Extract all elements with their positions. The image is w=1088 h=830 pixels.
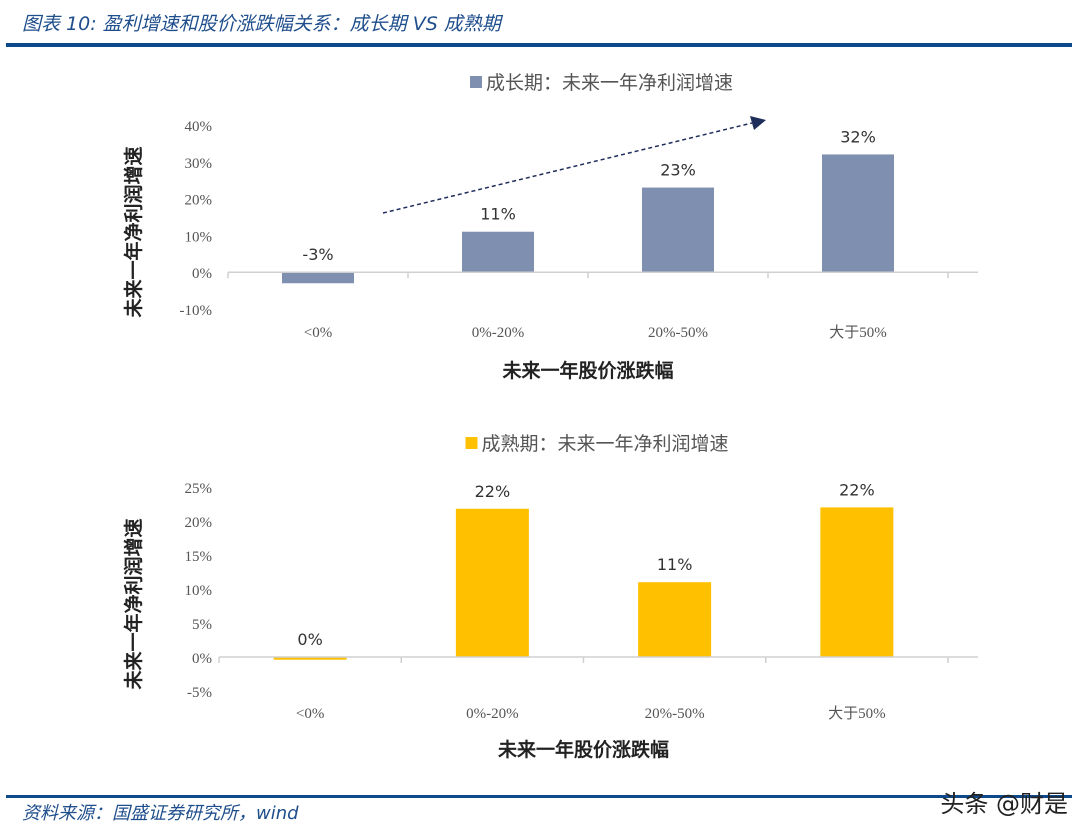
y-axis-title: 未来一年净利润增速 (122, 146, 145, 318)
y-tick-label: 40% (185, 119, 213, 135)
source-note: 资料来源：国盛证券研究所，wind (22, 803, 299, 824)
data-label: 22% (839, 480, 875, 499)
bar (820, 507, 894, 657)
watermark: 头条 @财是 (940, 790, 1068, 818)
x-tick-label: <0% (304, 325, 332, 341)
x-axis-title: 未来一年股价涨跌幅 (501, 359, 673, 382)
bar (642, 187, 714, 273)
bar (455, 508, 529, 657)
x-tick-label: 0%-20% (466, 706, 519, 722)
trend-arrowhead-icon (750, 116, 766, 130)
data-label: 32% (840, 127, 876, 146)
x-tick-label: <0% (296, 706, 324, 722)
y-tick-label: 0% (192, 651, 212, 667)
x-tick-label: 0%-20% (472, 325, 525, 341)
data-label: 11% (657, 555, 693, 574)
y-tick-label: 30% (185, 156, 213, 172)
x-tick-label: 大于50% (829, 324, 887, 341)
y-tick-label: 25% (185, 481, 213, 497)
data-label: -3% (302, 245, 333, 264)
data-label: 0% (297, 630, 322, 649)
footer-rule (6, 795, 1072, 798)
legend-label: 成长期：未来一年净利润增速 (486, 72, 733, 94)
legend-swatch (470, 76, 482, 88)
y-tick-label: 10% (185, 583, 213, 599)
trend-arrow-line (382, 122, 753, 214)
y-tick-label: -5% (187, 685, 212, 701)
y-tick-label: 0% (192, 266, 212, 282)
data-label: 22% (475, 482, 511, 501)
y-tick-label: -10% (180, 303, 213, 319)
y-tick-label: 15% (185, 549, 213, 565)
data-label: 23% (660, 161, 696, 180)
x-axis-title: 未来一年股价涨跌幅 (497, 738, 669, 761)
bar (638, 582, 712, 657)
header-rule (6, 43, 1072, 47)
y-tick-label: 20% (185, 515, 213, 531)
y-axis-title: 未来一年净利润增速 (122, 518, 145, 690)
bar (273, 657, 347, 660)
y-tick-label: 10% (185, 229, 213, 245)
x-tick-label: 大于50% (828, 705, 886, 722)
legend-swatch (465, 437, 478, 449)
x-tick-label: 20%-50% (648, 325, 708, 341)
legend-label: 成熟期：未来一年净利润增速 (482, 433, 729, 455)
figure-title: 图表 10: 盈利增速和股价涨跌幅关系：成长期 VS 成熟期 (22, 13, 501, 35)
bar (282, 272, 354, 284)
x-tick-label: 20%-50% (645, 706, 705, 722)
bar (462, 231, 534, 273)
data-label: 11% (480, 205, 516, 224)
bar (822, 154, 894, 273)
y-tick-label: 20% (185, 193, 213, 209)
y-tick-label: 5% (192, 617, 212, 633)
